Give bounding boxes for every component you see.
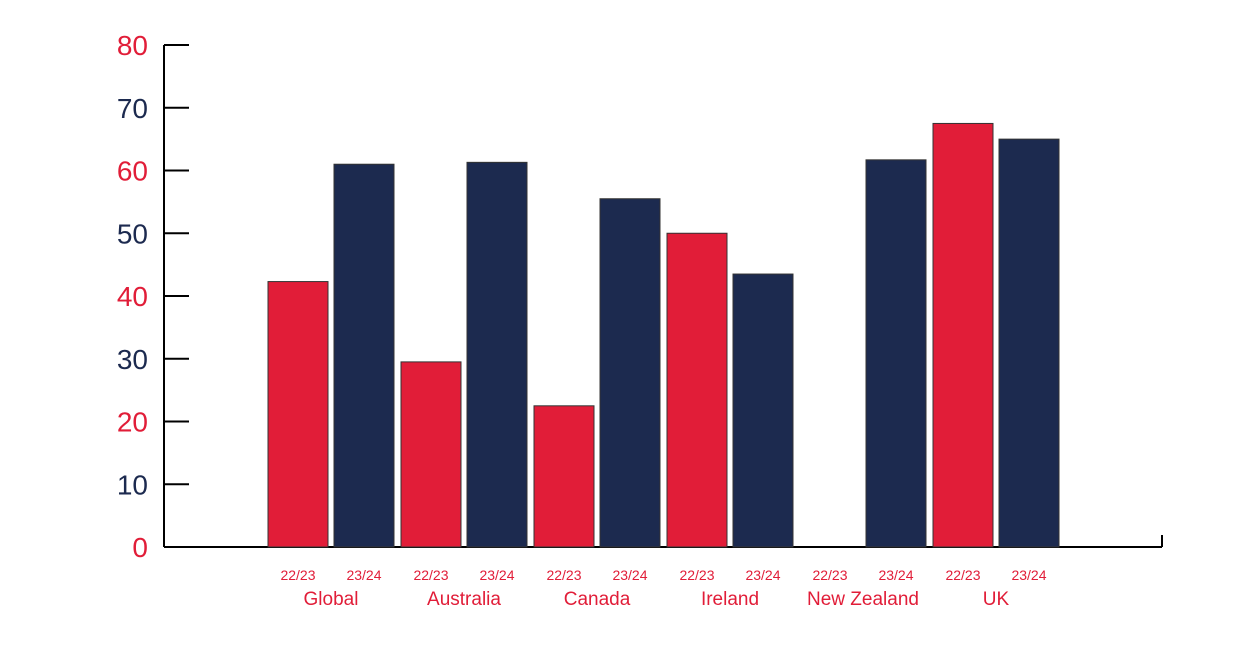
x-sub-label: 23/24 <box>612 567 647 583</box>
y-tick-label: 40 <box>117 281 148 312</box>
x-sub-label: 22/23 <box>679 567 714 583</box>
x-category-label: Global <box>304 589 359 610</box>
x-category-label: Ireland <box>701 589 759 610</box>
y-tick-label: 0 <box>132 532 148 563</box>
x-sub-label: 23/24 <box>878 567 913 583</box>
bar <box>998 138 1060 548</box>
x-category-label: Canada <box>564 589 631 610</box>
x-sub-label: 23/24 <box>1011 567 1046 583</box>
bars <box>267 122 1060 548</box>
y-tick-label: 20 <box>117 407 148 438</box>
y-tick-label: 50 <box>117 218 148 249</box>
x-sub-label: 22/23 <box>413 567 448 583</box>
y-tick-label: 70 <box>117 93 148 124</box>
x-sub-label: 22/23 <box>280 567 315 583</box>
bar <box>400 361 462 548</box>
x-sub-label: 22/23 <box>945 567 980 583</box>
x-category-label: Australia <box>427 589 501 610</box>
bar <box>267 281 329 548</box>
y-tick-label: 80 <box>117 30 148 61</box>
x-category-label: UK <box>983 589 1010 610</box>
x-sub-label: 23/24 <box>745 567 780 583</box>
x-category-label: New Zealand <box>807 589 919 610</box>
x-sub-label: 23/24 <box>346 567 381 583</box>
bar <box>732 273 794 548</box>
bar <box>599 198 661 548</box>
y-tick-label: 10 <box>117 469 148 500</box>
bar <box>666 232 728 548</box>
bar <box>533 405 595 548</box>
y-tick-label: 30 <box>117 344 148 375</box>
x-sub-label: 23/24 <box>479 567 514 583</box>
y-tick-label: 60 <box>117 156 148 187</box>
bar <box>932 122 994 548</box>
x-axis-labels: 22/23 23/24 Global 22/23 23/24 Australia 22/23… <box>280 567 1046 610</box>
x-sub-label: 22/23 <box>812 567 847 583</box>
bar <box>333 163 395 548</box>
x-sub-label: 22/23 <box>546 567 581 583</box>
y-axis-ticks: 0 10 20 30 40 50 60 70 80 <box>117 30 189 563</box>
bar <box>466 161 528 548</box>
bar <box>865 159 927 548</box>
